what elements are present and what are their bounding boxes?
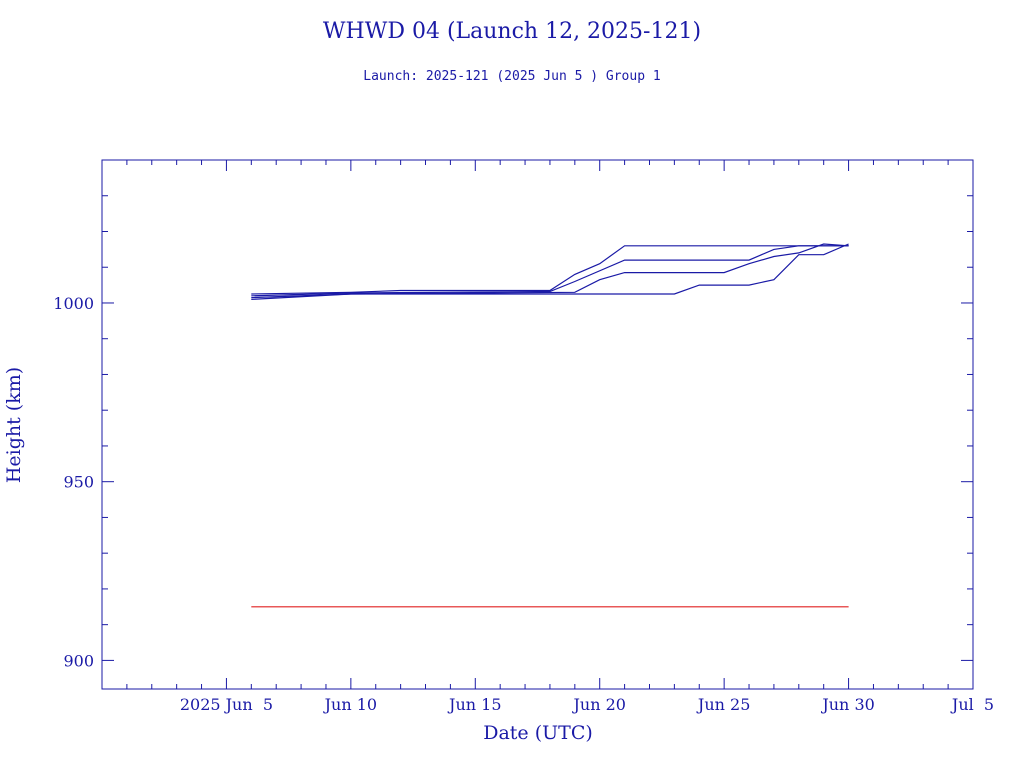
y-tick-label: 900: [63, 651, 94, 670]
plot-frame: [101, 159, 974, 690]
series-line-3: [251, 243, 849, 299]
y-tick-labels: 900 950 1000: [53, 294, 94, 670]
y-axis-label: Height (km): [3, 367, 25, 483]
x-tick-label: Jul 5: [950, 695, 994, 714]
x-tick-labels: 2025 Jun 5 Jun 10 Jun 15 Jun 20 Jun 25 Jun 30…: [180, 695, 994, 714]
x-tick-label: Jun 10: [323, 695, 377, 714]
x-tick-label: Jun 20: [571, 695, 625, 714]
axis-ticks: [101, 159, 974, 689]
y-tick-label: 1000: [53, 294, 94, 313]
x-axis-label: Date (UTC): [483, 722, 593, 744]
x-tick-label: 2025 Jun 5: [180, 695, 273, 714]
chart-subtitle: Launch: 2025-121 (2025 Jun 5 ) Group 1: [363, 69, 660, 84]
series-line-1: [251, 245, 849, 295]
x-tick-label: Jun 15: [447, 695, 501, 714]
y-tick-label: 950: [63, 473, 94, 492]
chart-title: WHWD 04 (Launch 12, 2025-121): [323, 19, 701, 44]
series-line-2: [251, 245, 849, 297]
x-tick-label: Jun 30: [820, 695, 874, 714]
series-line-4: [251, 243, 849, 300]
x-tick-label: Jun 25: [696, 695, 750, 714]
series-lines: [251, 243, 849, 608]
